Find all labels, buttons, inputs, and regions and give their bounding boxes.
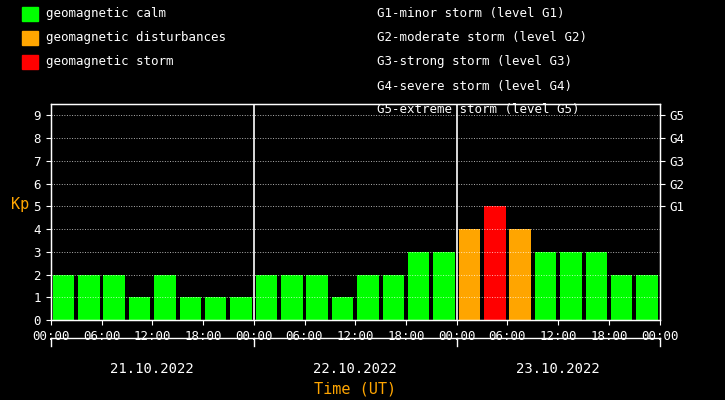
Bar: [434, 252, 455, 320]
Bar: [357, 274, 378, 320]
Bar: [307, 274, 328, 320]
Text: 22.10.2022: 22.10.2022: [313, 362, 397, 376]
Bar: [586, 252, 607, 320]
Text: 21.10.2022: 21.10.2022: [110, 362, 194, 376]
Bar: [281, 274, 302, 320]
Bar: [383, 274, 404, 320]
Text: Time (UT): Time (UT): [314, 381, 397, 396]
Text: G1-minor storm (level G1): G1-minor storm (level G1): [377, 8, 565, 20]
Bar: [662, 252, 683, 320]
Text: geomagnetic calm: geomagnetic calm: [46, 8, 167, 20]
Bar: [78, 274, 99, 320]
Text: G5-extreme storm (level G5): G5-extreme storm (level G5): [377, 104, 579, 116]
Bar: [484, 206, 505, 320]
Bar: [332, 297, 353, 320]
Bar: [408, 252, 429, 320]
Text: G3-strong storm (level G3): G3-strong storm (level G3): [377, 56, 572, 68]
Bar: [104, 274, 125, 320]
Bar: [637, 274, 658, 320]
Bar: [53, 274, 74, 320]
Bar: [256, 274, 277, 320]
Text: geomagnetic disturbances: geomagnetic disturbances: [46, 32, 226, 44]
Bar: [129, 297, 150, 320]
Bar: [205, 297, 226, 320]
Text: G4-severe storm (level G4): G4-severe storm (level G4): [377, 80, 572, 92]
Bar: [231, 297, 252, 320]
Bar: [560, 252, 581, 320]
Bar: [180, 297, 201, 320]
Bar: [459, 229, 480, 320]
Text: 23.10.2022: 23.10.2022: [516, 362, 600, 376]
Y-axis label: Kp: Kp: [11, 197, 29, 212]
Bar: [510, 229, 531, 320]
Text: geomagnetic storm: geomagnetic storm: [46, 56, 174, 68]
Bar: [611, 274, 632, 320]
Bar: [535, 252, 556, 320]
Text: G2-moderate storm (level G2): G2-moderate storm (level G2): [377, 32, 587, 44]
Bar: [154, 274, 175, 320]
